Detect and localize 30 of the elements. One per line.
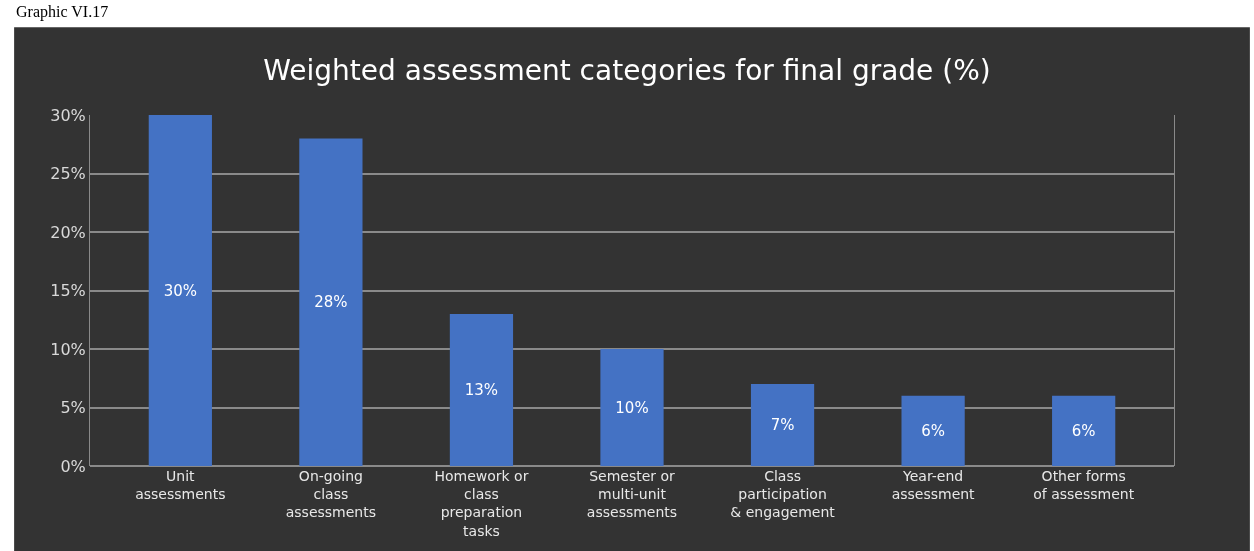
data-label: 28% bbox=[314, 293, 348, 312]
bar bbox=[1052, 395, 1116, 466]
bar bbox=[901, 395, 965, 466]
y-tick-label: 0% bbox=[60, 456, 86, 476]
data-label: 7% bbox=[770, 416, 795, 435]
bar bbox=[148, 115, 212, 466]
data-label: 6% bbox=[1071, 421, 1096, 440]
x-tick-label: Other forms of assessment bbox=[1033, 468, 1135, 503]
data-label: 10% bbox=[615, 398, 649, 417]
y-tick-label: 30% bbox=[50, 105, 86, 125]
x-tick-label: Class participation & engagement bbox=[730, 468, 836, 521]
bar bbox=[299, 138, 363, 466]
bar bbox=[750, 384, 815, 466]
data-label: 6% bbox=[921, 421, 946, 440]
y-tick-label: 15% bbox=[50, 281, 86, 301]
y-tick-label: 5% bbox=[60, 398, 86, 418]
x-tick-label: Unit assessments bbox=[135, 468, 226, 503]
x-tick-label: Homework or class preparation tasks bbox=[434, 468, 529, 539]
x-tick-label: Year-end assessment bbox=[891, 468, 976, 503]
y-tick-label: 10% bbox=[50, 339, 86, 359]
data-label: 30% bbox=[163, 281, 198, 300]
x-tick-label: On-going class assessments bbox=[285, 468, 377, 521]
text: Graphic VI.17 bbox=[16, 3, 109, 21]
bar bbox=[600, 349, 664, 466]
bar bbox=[449, 313, 514, 466]
y-tick-label: 25% bbox=[50, 164, 86, 184]
x-tick-label: Semester or multi-unit assessments bbox=[586, 468, 678, 521]
y-tick-label: 20% bbox=[50, 222, 86, 242]
chart-title: Weighted assessment categories for final grade (%) bbox=[263, 54, 991, 88]
data-label: 13% bbox=[464, 380, 499, 399]
